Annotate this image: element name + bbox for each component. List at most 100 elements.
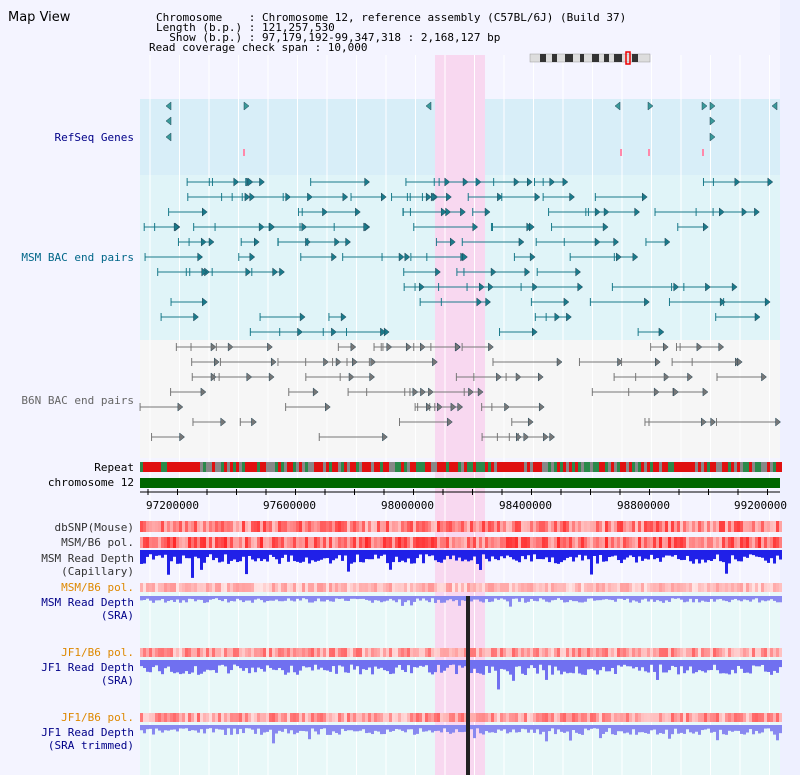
repeat-segment [485,462,488,472]
msm-depth-cap-bar [602,550,605,562]
track-label-refseq[interactable]: RefSeq Genes [54,131,134,144]
track-label-msm-depth-capillary[interactable]: MSM Read Depth (Capillary) [41,552,134,578]
jf1-depth-sra-bar [458,660,461,666]
msm-depth-cap-bar [155,550,158,556]
jf1-depth-trim-bar [266,725,269,732]
jf1-b6-pol-2-cell [422,713,425,722]
msm-b6-pol-cell [647,537,650,548]
msm-b6-pol-2-cell [596,583,599,592]
jf1-depth-sra-bar [725,660,728,674]
dbsnp-cell [548,521,551,532]
track-label-jf1-b6-pol[interactable]: JF1/B6 pol. [61,646,134,659]
msm-bac-pair-arrow [425,192,432,202]
track-label-msm-b6-pol[interactable]: MSM/B6 pol. [61,536,134,549]
jf1-b6-pol-cell [551,648,554,657]
track-label-msm-b6-pol-2[interactable]: MSM/B6 pol. [61,581,134,594]
msm-b6-pol-cell [587,537,590,548]
dbsnp-cell [566,521,569,532]
jf1-b6-pol-2-cell [527,713,530,722]
jf1-b6-pol-cell [776,648,779,657]
msm-b6-pol-2-cell [707,583,710,592]
dbsnp-cell [590,521,593,532]
jf1-depth-trim-bar [164,725,167,731]
jf1-depth-trim-bar [416,725,419,734]
repeat-segment [197,462,200,472]
msm-bac-pair-arrow [380,327,386,337]
jf1-b6-pol-cell [617,648,620,657]
msm-bac-pair-arrow [513,177,520,187]
msm-depth-sra-bar [404,596,407,603]
msm-depth-cap-bar [149,550,152,555]
jf1-depth-sra-bar [524,660,527,675]
msm-b6-pol-2-cell [554,583,557,592]
jf1-b6-pol-cell [299,648,302,657]
msm-depth-cap-bar [746,550,749,558]
jf1-depth-sra-bar [584,660,587,675]
msm-b6-pol-2-cell [407,583,410,592]
jf1-depth-trim-bar [149,725,152,729]
msm-b6-pol-2-cell [362,583,365,592]
jf1-depth-sra-bar [707,660,710,671]
msm-depth-sra-bar [512,596,515,599]
jf1-depth-trim-bar [269,725,272,730]
repeat-segment [467,462,470,472]
track-label-jf1-depth-trimmed[interactable]: JF1 Read Depth (SRA trimmed) [41,726,134,752]
track-label-b6n-bac[interactable]: B6N BAC end pairs [21,394,134,407]
jf1-depth-trim-bar [170,725,173,730]
msm-b6-pol-2-cell [212,583,215,592]
repeat-segment [344,462,347,472]
track-label-dbsnp[interactable]: dbSNP(Mouse) [54,521,134,534]
jf1-depth-sra-bar [167,660,170,667]
jf1-b6-pol-2-cell [227,713,230,722]
dbsnp-cell [494,521,497,532]
jf1-b6-pol-2-cell [386,713,389,722]
dbsnp-cell [734,521,737,532]
repeat-segment [542,462,545,472]
msm-b6-pol-2-cell [524,583,527,592]
jf1-depth-sra-bar [308,660,311,668]
msm-depth-sra-bar [584,596,587,602]
track-label-jf1-depth-sra[interactable]: JF1 Read Depth (SRA) [41,661,134,687]
repeat-segment [458,462,461,472]
jf1-depth-trim-bar [551,725,554,729]
jf1-depth-trim-bar [362,725,365,730]
jf1-depth-trim-bar [242,725,245,734]
msm-depth-cap-bar [752,550,755,556]
track-label-msm-bac[interactable]: MSM BAC end pairs [21,251,134,264]
msm-b6-pol-2-cell [377,583,380,592]
repeat-segment [410,462,413,472]
jf1-b6-pol-cell [554,648,557,657]
dbsnp-cell [500,521,503,532]
msm-depth-cap-bar [413,550,416,564]
track-label-repeat[interactable]: Repeat [94,461,134,474]
msm-b6-pol-2-cell [158,583,161,592]
show-range-info: Show (b.p.) : 97,179,192-99,347,318 : 2,… [156,31,501,44]
msm-b6-pol-2-cell [632,583,635,592]
msm-b6-pol-cell [695,537,698,548]
jf1-b6-pol-2-cell [710,713,713,722]
msm-b6-pol-2-cell [695,583,698,592]
msm-depth-cap-bar [431,550,434,556]
msm-b6-pol-2-cell [626,583,629,592]
dbsnp-cell [743,521,746,532]
b6n-bac-pair-arrow [179,432,185,442]
msm-depth-cap-bar [506,550,509,556]
track-label-jf1-b6-pol-2[interactable]: JF1/B6 pol. [61,711,134,724]
dbsnp-cell [668,521,671,532]
jf1-depth-trim-bar [434,725,437,732]
msm-depth-sra-bar [515,596,518,599]
msm-b6-pol-cell [518,537,521,548]
msm-bac-pair-arrow [529,252,536,262]
dbsnp-cell [758,521,761,532]
msm-b6-pol-2-cell [356,583,359,592]
jf1-depth-sra-bar [368,660,371,668]
b6n-bac-pair-arrow [350,342,357,352]
msm-depth-cap-bar [596,550,599,564]
msm-depth-sra-bar [527,596,530,602]
track-label-msm-depth-sra[interactable]: MSM Read Depth (SRA) [41,596,134,622]
jf1-b6-pol-cell [524,648,527,657]
jf1-depth-trim-bar [482,725,485,735]
repeat-segment [659,462,662,472]
jf1-b6-pol-cell [440,648,443,657]
